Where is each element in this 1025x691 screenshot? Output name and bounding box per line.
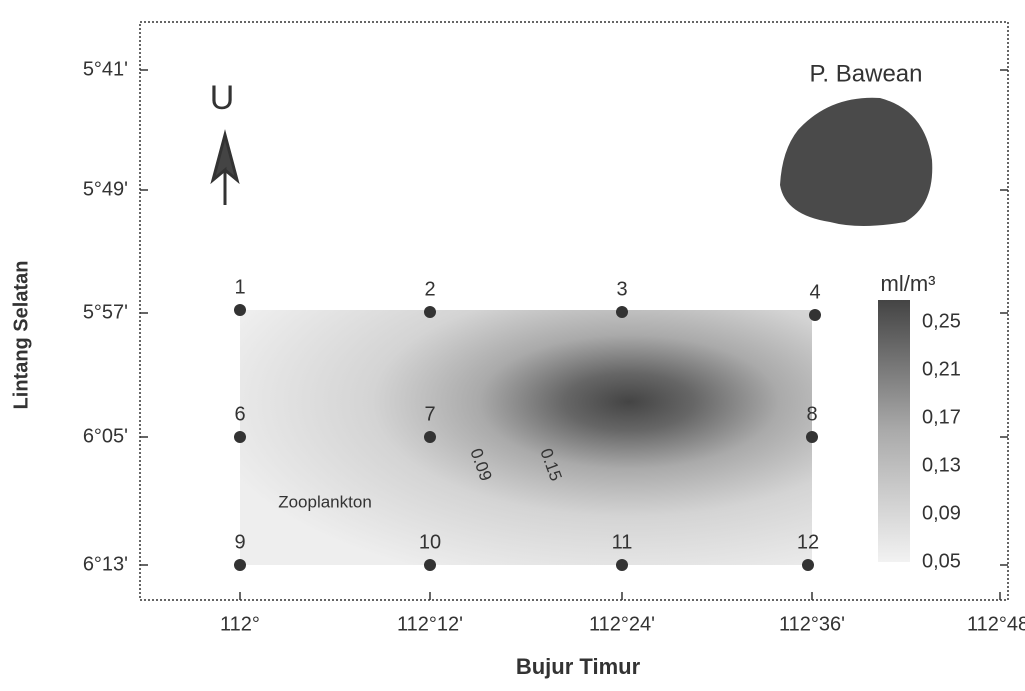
station bbox=[234, 559, 246, 571]
y-tick-label: 5°41' bbox=[83, 58, 128, 80]
x-tick-label: 112°48' bbox=[967, 613, 1025, 635]
x-tick-label: 112°36' bbox=[779, 613, 845, 635]
station bbox=[616, 306, 628, 318]
north-arrow bbox=[210, 129, 240, 205]
station bbox=[802, 559, 814, 571]
colorbar-label: 0,09 bbox=[922, 502, 961, 524]
island bbox=[780, 97, 933, 226]
y-tick-label: 5°49' bbox=[83, 178, 128, 200]
station-label: 3 bbox=[616, 278, 627, 300]
station-label: 2 bbox=[424, 278, 435, 300]
contour-field bbox=[240, 310, 812, 565]
y-tick-label: 5°57' bbox=[83, 301, 128, 323]
colorbar-label: 0,13 bbox=[922, 454, 961, 476]
station-label: 6 bbox=[234, 403, 245, 425]
frame bbox=[139, 21, 1009, 601]
colorbar-label: 0,21 bbox=[922, 358, 961, 380]
y-tick-label: 6°05' bbox=[83, 425, 128, 447]
station-label: 7 bbox=[424, 403, 435, 425]
station bbox=[234, 431, 246, 443]
colorbar-label: 0,05 bbox=[922, 550, 961, 572]
station bbox=[616, 559, 628, 571]
colorbar-label: 0,17 bbox=[922, 406, 961, 428]
layer-label: Zooplankton bbox=[278, 492, 372, 511]
island-label: P. Bawean bbox=[810, 60, 923, 87]
station bbox=[424, 431, 436, 443]
station bbox=[424, 559, 436, 571]
station-label: 8 bbox=[806, 403, 817, 425]
station-label: 1 bbox=[234, 276, 245, 298]
y-tick-label: 6°13' bbox=[83, 553, 128, 575]
station bbox=[424, 306, 436, 318]
colorbar-unit: ml/m³ bbox=[881, 271, 936, 296]
colorbar-label: 0,25 bbox=[922, 310, 961, 332]
x-tick-label: 112°24' bbox=[589, 613, 655, 635]
station bbox=[234, 304, 246, 316]
station-label: 4 bbox=[809, 281, 820, 303]
x-axis-label: Bujur Timur bbox=[516, 654, 641, 679]
station bbox=[809, 309, 821, 321]
x-tick-label: 112°12' bbox=[397, 613, 463, 635]
x-tick-label: 112° bbox=[220, 613, 260, 635]
station-label: 9 bbox=[234, 531, 245, 553]
y-axis-label: Lintang Selatan bbox=[10, 261, 32, 410]
station-label: 10 bbox=[419, 531, 441, 553]
station-label: 12 bbox=[797, 531, 819, 553]
north-label: U bbox=[210, 79, 235, 117]
colorbar bbox=[878, 300, 910, 562]
station bbox=[806, 431, 818, 443]
station-label: 11 bbox=[612, 531, 633, 553]
